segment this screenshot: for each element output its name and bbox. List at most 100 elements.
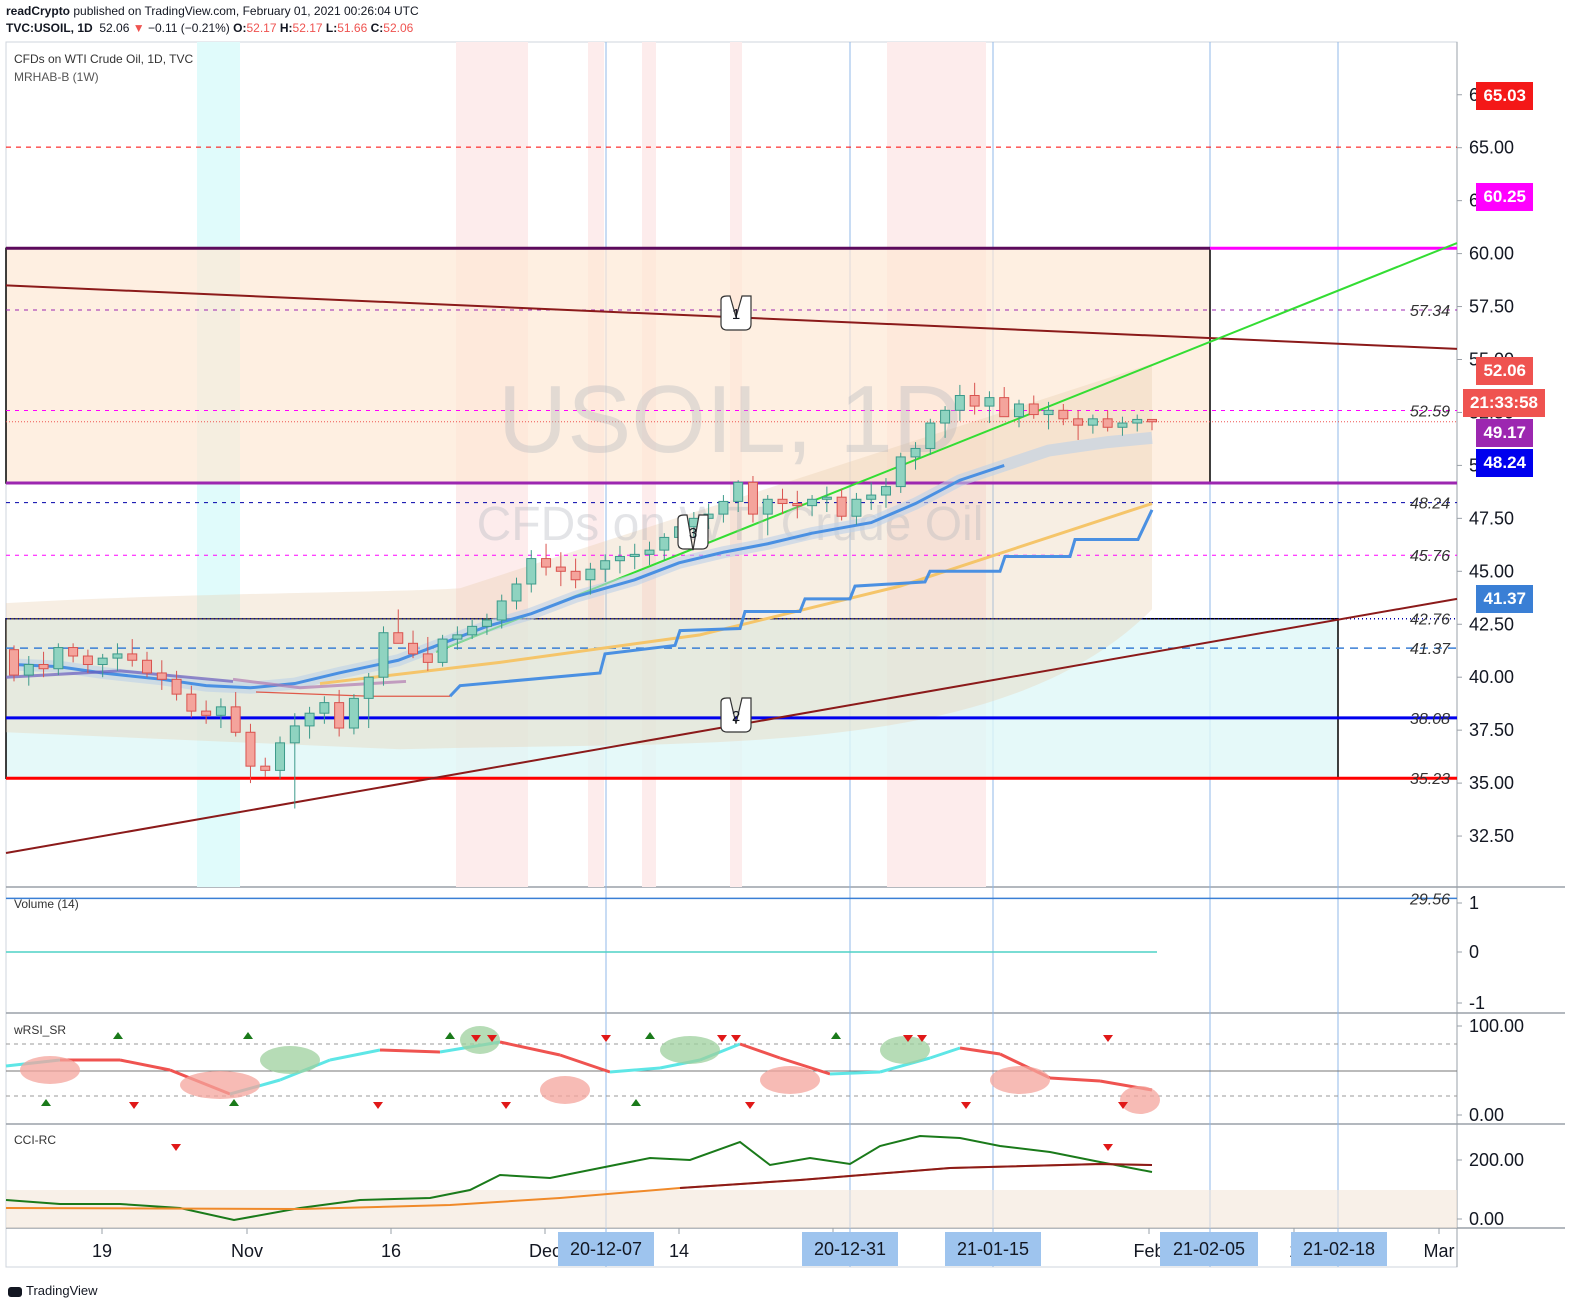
down-arrow-icon — [171, 1144, 181, 1151]
candle-body — [733, 481, 744, 502]
last-price: 52.06 — [99, 21, 130, 35]
wrsi-line — [559, 1053, 611, 1074]
candle-body — [880, 486, 891, 496]
candle-body — [969, 395, 980, 407]
down-arrow-icon — [129, 1102, 139, 1109]
up-arrow-icon — [243, 1032, 253, 1039]
price-tick-label: 47.50 — [1469, 508, 1514, 528]
candle-body — [363, 676, 374, 699]
ticker[interactable]: TVC:USOIL, 1D — [6, 21, 93, 35]
level-label: 41.37 — [1410, 641, 1451, 658]
down-arrow-icon — [471, 1035, 481, 1042]
candle-body — [511, 583, 522, 602]
wrsi-line — [379, 1048, 441, 1054]
date-marker-4: 21-02-05 — [1160, 1232, 1258, 1266]
callout-bubble — [677, 514, 709, 551]
candle-body — [23, 663, 34, 676]
wrsi-line — [1049, 1076, 1101, 1083]
ohlc-row: TVC:USOIL, 1D 52.06 ▼ −0.11 (−0.21%) O: 5… — [6, 21, 413, 35]
ma-cloud — [6, 363, 1152, 750]
level-label: 45.76 — [1410, 548, 1450, 565]
author-name[interactable]: readCrypto — [6, 4, 71, 18]
price-tick-label: 57.50 — [1469, 297, 1514, 317]
candle-body — [1132, 418, 1143, 424]
volume-pane-title[interactable]: Volume (14) — [14, 897, 79, 911]
ma-line-orange — [319, 502, 1153, 686]
indicator-name[interactable]: MRHAB-B (1W) — [14, 70, 99, 84]
price-tick-label: 40.00 — [1469, 667, 1514, 687]
down-arrow-icon — [373, 1102, 383, 1109]
candle-body — [570, 570, 581, 581]
candle-body — [275, 742, 286, 771]
callout-bubble — [720, 295, 752, 331]
down-arrow-icon — [903, 1035, 913, 1042]
time-tick-label: 14 — [669, 1241, 689, 1261]
cci-tick-label: 0.00 — [1469, 1209, 1504, 1229]
wrsi-fill — [1120, 1086, 1160, 1114]
level-label: 29.56 — [1409, 891, 1450, 908]
candle-body — [38, 663, 49, 670]
candle-body — [156, 672, 167, 680]
time-tick-label: 16 — [381, 1241, 401, 1261]
cci-pane-title[interactable]: CCI-RC — [14, 1133, 56, 1147]
date-marker-3: 21-01-15 — [945, 1232, 1041, 1266]
candle-body — [999, 397, 1010, 418]
price-label-60-25: 60.25 — [1476, 183, 1533, 211]
candle-body — [112, 653, 123, 659]
candle-body — [644, 549, 655, 555]
candle-body — [984, 397, 995, 407]
resistance-box — [5, 247, 1211, 484]
up-arrow-icon — [41, 1099, 51, 1106]
high-label: H: — [279, 21, 293, 35]
level-label: 52.59 — [1410, 404, 1450, 421]
price-tick-label: 32.50 — [1469, 826, 1514, 846]
candle-body — [422, 653, 433, 663]
price-change: −0.11 (−0.21%) — [147, 21, 230, 35]
callout-number: 1 — [732, 306, 740, 323]
wrsi-line — [119, 1058, 171, 1072]
candle-body — [245, 731, 256, 767]
wrsi-fill — [760, 1066, 820, 1094]
price-tick-label: 60.00 — [1469, 244, 1514, 264]
time-tick-label: Mar — [1424, 1241, 1455, 1261]
down-arrow-icon: ▼ — [132, 21, 145, 35]
high-value: 52.17 — [292, 21, 323, 35]
wrsi-fill — [180, 1071, 260, 1099]
price-tick-label: 42.50 — [1469, 614, 1514, 634]
open-label: O: — [233, 21, 247, 35]
candle-body — [171, 678, 182, 695]
close-value: 52.06 — [383, 21, 414, 35]
level-label: 42.76 — [1410, 612, 1450, 629]
price-tick-label: 37.50 — [1469, 720, 1514, 740]
down-arrow-icon — [487, 1035, 497, 1042]
candle-body — [541, 558, 552, 568]
time-tick-label: 19 — [92, 1241, 112, 1261]
candle-body — [1043, 409, 1054, 416]
wrsi-line — [499, 1040, 561, 1057]
candle-body — [127, 653, 138, 661]
candle-body — [9, 649, 19, 676]
candle-body — [452, 634, 463, 640]
date-marker-1: 20-12-07 — [558, 1232, 654, 1266]
price-label-65-03: 65.03 — [1476, 82, 1533, 110]
candle-body — [1087, 418, 1098, 426]
candle-body — [97, 657, 108, 665]
volume-tick-label: -1 — [1469, 993, 1485, 1013]
candle-body — [940, 409, 951, 424]
wrsi-fill — [540, 1076, 590, 1104]
bar-countdown: 21:33:58 — [1462, 389, 1545, 417]
wrsi-line — [959, 1046, 1001, 1056]
down-arrow-icon — [917, 1035, 927, 1042]
candle-body — [1073, 418, 1084, 426]
price-tick-label: 65.00 — [1469, 138, 1514, 158]
volume-tick-label: 1 — [1469, 893, 1479, 913]
candle-body — [807, 498, 818, 507]
candle-body — [201, 710, 212, 716]
down-arrow-icon — [1103, 1144, 1113, 1151]
candle-body — [437, 638, 448, 663]
wrsi-line — [609, 1066, 661, 1074]
wrsi-pane-title[interactable]: wRSI_SR — [14, 1023, 67, 1037]
candle-body — [1013, 403, 1024, 418]
tradingview-logo[interactable]: TradingView — [8, 1283, 98, 1298]
